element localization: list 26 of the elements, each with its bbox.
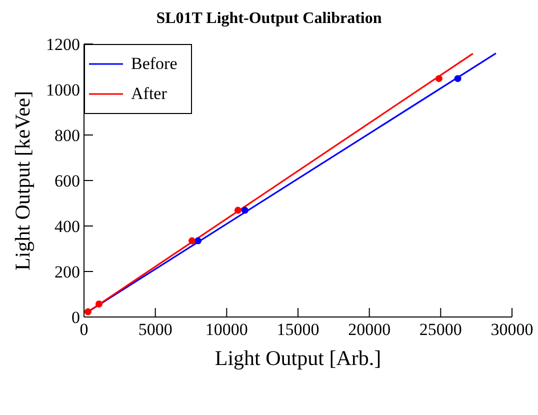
chart-title: SL01T Light-Output Calibration — [155, 10, 383, 28]
y-tick-label: 0 — [72, 308, 80, 327]
point — [435, 75, 442, 82]
legend-label: Before — [130, 53, 178, 75]
y-tick-label: 1000 — [46, 80, 80, 100]
point — [234, 206, 242, 214]
x-tick-label: 5000 — [138, 320, 172, 339]
y-axis-title: Light Output [keVee] — [10, 90, 34, 270]
legend-label: After — [130, 83, 168, 105]
point — [188, 237, 196, 244]
y-tick-label: 400 — [54, 217, 80, 236]
point — [84, 308, 92, 316]
y-tick-label: 600 — [54, 172, 80, 190]
y-tick-label: 200 — [54, 262, 80, 282]
point — [95, 300, 102, 308]
point — [454, 75, 462, 82]
x-tick-label: 15000 — [276, 320, 320, 339]
y-tick-label: 800 — [54, 126, 80, 145]
point — [241, 206, 248, 214]
x-tick-label: 25000 — [419, 320, 462, 339]
x-axis-title: Light Output [Arb.] — [214, 346, 382, 370]
x-tick-label: 20000 — [348, 320, 391, 339]
x-tick-label: 30000 — [490, 320, 534, 339]
x-tick-label: 10000 — [205, 320, 248, 339]
point — [194, 237, 202, 244]
y-tick-label: 1200 — [46, 35, 80, 54]
